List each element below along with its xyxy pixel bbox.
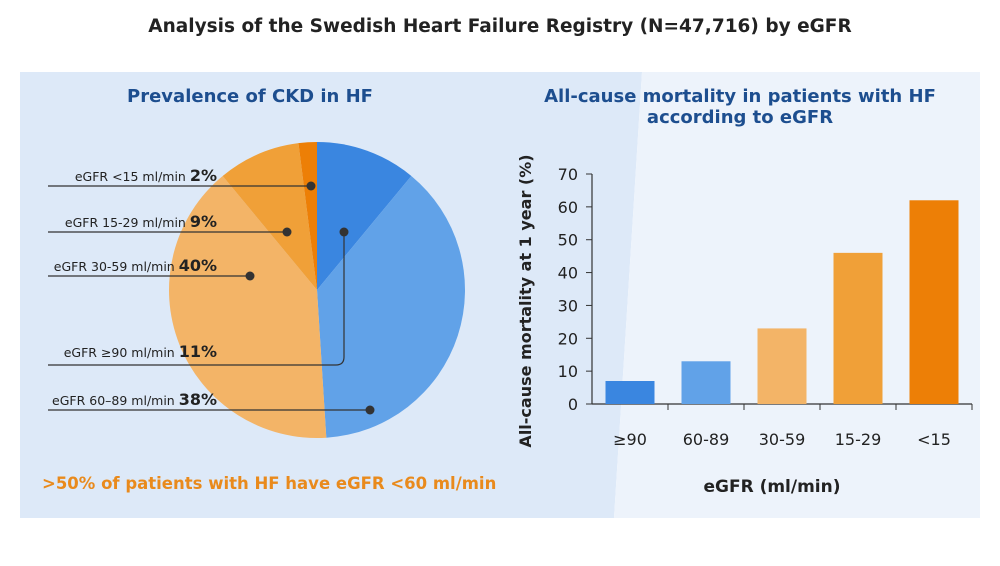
right-panel-bg: [614, 72, 980, 518]
x-tick-label-4: <15: [917, 430, 951, 449]
x-tick-label-0: ≥90: [613, 430, 647, 449]
pie-label-pct-4: 38%: [179, 390, 217, 409]
pie-slice-2: [169, 175, 327, 438]
pie-label-text-4: eGFR 60–89 ml/min 38%: [52, 390, 217, 409]
pie-slice-4: [298, 142, 317, 290]
pie-label-2: eGFR 30-59 ml/min 40%: [54, 256, 217, 275]
y-tick-label-6: 60: [558, 198, 578, 217]
y-tick-label-2: 20: [558, 329, 578, 348]
pie-dot-3: [339, 227, 349, 237]
pie-chart-title: Prevalence of CKD in HF: [127, 86, 373, 107]
y-tick-label-1: 10: [558, 362, 578, 381]
y-axis-label: All-cause mortality at 1 year (%): [516, 154, 535, 447]
y-tick-label-0: 0: [568, 395, 578, 414]
bar-chart-title-line-1: All-cause mortality in patients with HF: [544, 86, 936, 107]
pie-slice-1: [317, 175, 465, 438]
pie-label-3: eGFR ≥90 ml/min 11%: [64, 342, 217, 361]
pie-label-text-2: eGFR 30-59 ml/min 40%: [54, 256, 217, 275]
y-tick-label-7: 70: [558, 165, 578, 184]
pie-label-4: eGFR 60–89 ml/min 38%: [52, 390, 217, 409]
pie-slice-3: [222, 143, 317, 290]
pie-slice-0: [317, 142, 412, 290]
pie-label-pct-0: 2%: [190, 166, 217, 185]
main-title: Analysis of the Swedish Heart Failure Re…: [148, 16, 852, 37]
pie-label-0: eGFR <15 ml/min 2%: [75, 166, 217, 185]
pie-label-name-4: eGFR 60–89 ml/min: [52, 393, 179, 408]
x-tick-label-2: 30-59: [759, 430, 806, 449]
y-tick-label-5: 50: [558, 231, 578, 250]
pie-dot-0: [306, 181, 316, 191]
pie-label-text-1: eGFR 15-29 ml/min 9%: [65, 212, 217, 231]
pie-chart-note: >50% of patients with HF have eGFR <60 m…: [42, 474, 497, 493]
pie-label-text-0: eGFR <15 ml/min 2%: [75, 166, 217, 185]
y-tick-label-3: 30: [558, 296, 578, 315]
bar-chart-title: All-cause mortality in patients with HF …: [520, 86, 960, 128]
pie-label-pct-3: 11%: [179, 342, 217, 361]
x-tick-label-3: 15-29: [835, 430, 882, 449]
pie-label-text-3: eGFR ≥90 ml/min 11%: [64, 342, 217, 361]
pie-label-pct-2: 40%: [179, 256, 217, 275]
bar-3: [833, 252, 883, 404]
x-axis-label: eGFR (ml/min): [703, 477, 840, 497]
pie-label-name-1: eGFR 15-29 ml/min: [65, 215, 190, 230]
pie-dot-4: [365, 405, 375, 415]
pie-label-name-0: eGFR <15 ml/min: [75, 169, 190, 184]
x-tick-label-1: 60-89: [683, 430, 730, 449]
bar-2: [757, 328, 807, 404]
pie-label-name-2: eGFR 30-59 ml/min: [54, 259, 179, 274]
pie-label-name-3: eGFR ≥90 ml/min: [64, 345, 179, 360]
y-tick-label-4: 40: [558, 264, 578, 283]
pie-leader-3: [48, 232, 345, 366]
pie-dot-1: [282, 227, 292, 237]
bar-4: [909, 200, 959, 404]
pie-label-pct-1: 9%: [190, 212, 217, 231]
bar-chart-title-line-2: according to eGFR: [646, 107, 834, 128]
bar-0: [605, 381, 655, 404]
pie-label-1: eGFR 15-29 ml/min 9%: [65, 212, 217, 231]
pie-dot-2: [245, 271, 255, 281]
bar-1: [681, 361, 731, 404]
